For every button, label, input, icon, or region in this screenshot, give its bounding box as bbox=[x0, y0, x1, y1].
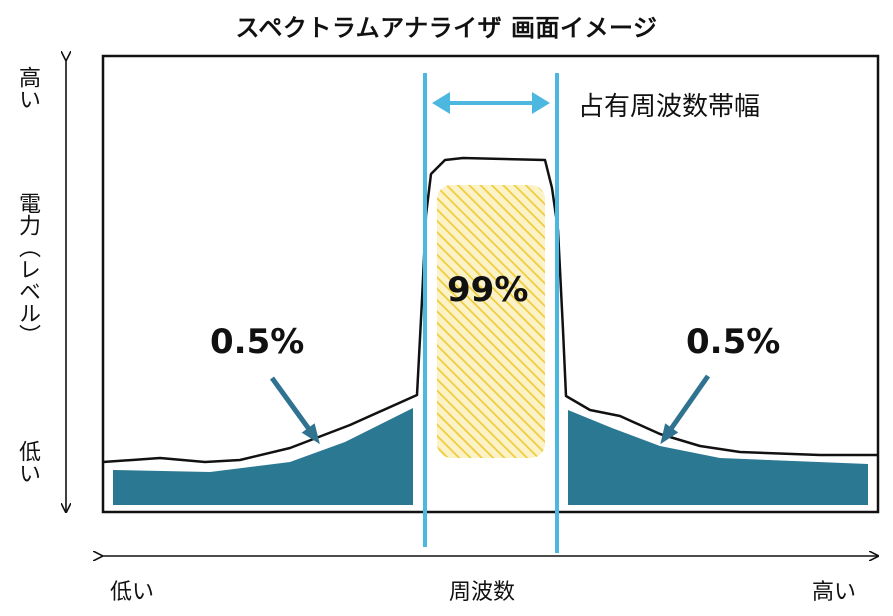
y-axis-low-label: 低い bbox=[15, 440, 40, 484]
y-axis-name: 電力（レベル） bbox=[15, 192, 40, 346]
left-pointer-arrow bbox=[269, 376, 320, 445]
x-axis-high-label: 高い bbox=[812, 580, 857, 605]
occupied-bandwidth-label: 占有周波数帯幅 bbox=[578, 92, 761, 122]
bandwidth-arrow-head-left bbox=[432, 92, 450, 114]
diagram-title: スペクトラムアナライザ 画面イメージ bbox=[235, 14, 658, 42]
center-percentage: 99% bbox=[447, 270, 529, 310]
x-axis-name: 周波数 bbox=[449, 580, 516, 605]
y-axis-high-label: 高い bbox=[15, 66, 40, 110]
analyzer-screen-frame bbox=[101, 54, 880, 514]
x-axis-low-label: 低い bbox=[110, 580, 155, 605]
right-side-area bbox=[568, 410, 868, 505]
left-percentage: 0.5% bbox=[210, 322, 305, 362]
center-power-area bbox=[437, 185, 545, 458]
right-percentage: 0.5% bbox=[686, 322, 781, 362]
bandwidth-arrow-head-right bbox=[532, 92, 550, 114]
right-pointer-arrow bbox=[660, 374, 711, 445]
left-side-area bbox=[113, 408, 413, 505]
